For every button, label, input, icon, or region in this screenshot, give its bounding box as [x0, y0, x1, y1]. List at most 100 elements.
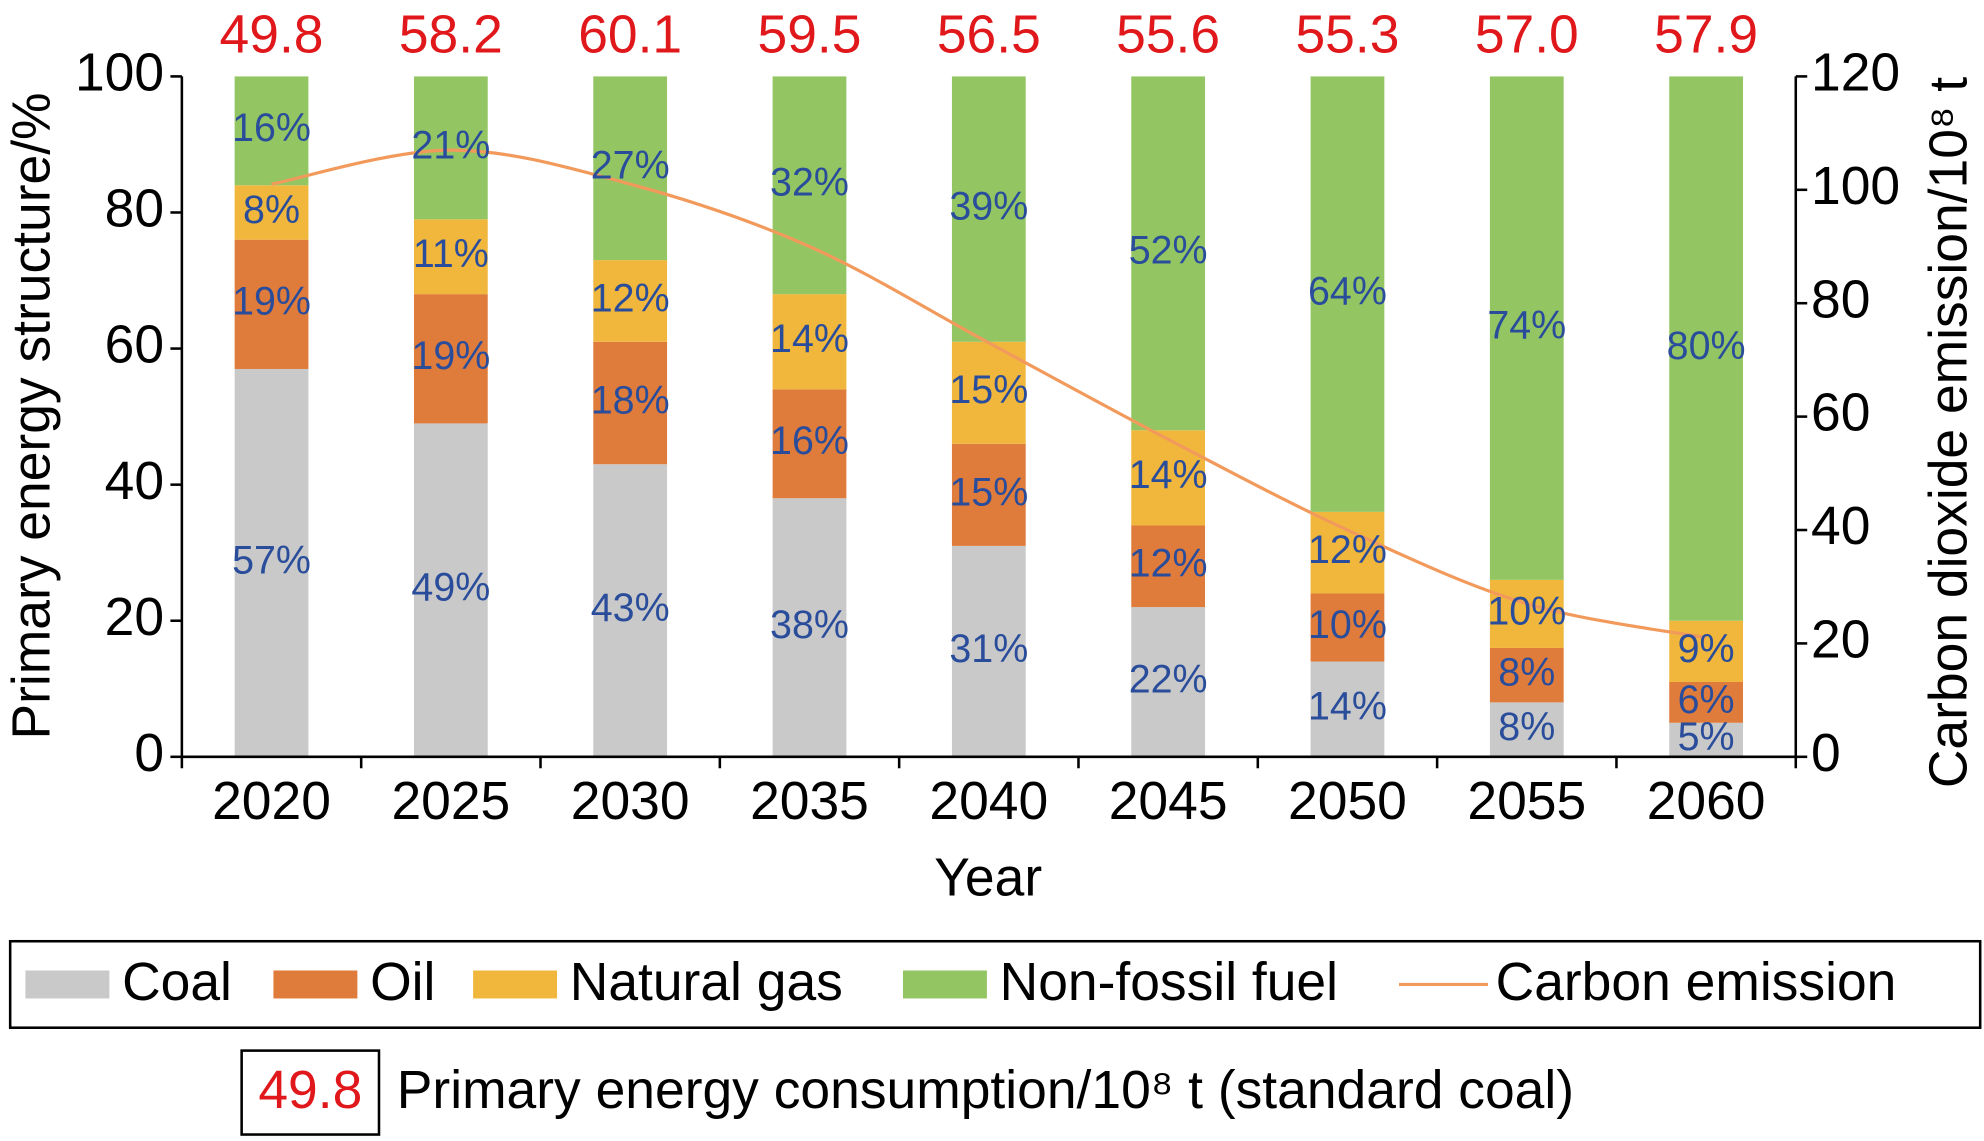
value-label: 11%: [413, 232, 489, 276]
value-label: 64%: [1308, 270, 1387, 314]
consumption-label: 59.5: [758, 5, 862, 64]
consumption-label: 55.3: [1295, 5, 1399, 64]
value-label: 12%: [1129, 542, 1208, 586]
value-label: 43%: [591, 586, 670, 630]
y-axis-title: Primary energy structure/%: [3, 92, 62, 739]
value-label: 15%: [949, 470, 1028, 514]
y2-tick-label: 120: [1811, 44, 1900, 103]
legend-swatch: [902, 970, 987, 999]
y2-tick-label: 0: [1811, 724, 1841, 783]
x-tick-label: 2025: [391, 772, 510, 831]
bar-segment: [1669, 681, 1743, 723]
value-label: 32%: [770, 161, 849, 205]
bar-segment: [1669, 76, 1743, 621]
value-label: 49%: [411, 566, 490, 610]
value-label: 10%: [1308, 603, 1387, 647]
y2-tick-label: 60: [1811, 384, 1870, 443]
value-label: 16%: [232, 106, 311, 150]
x-tick-label: 2030: [571, 772, 690, 831]
legend-swatch: [273, 970, 358, 999]
value-label: 14%: [1308, 685, 1387, 729]
value-label: 18%: [591, 378, 670, 422]
y2-tick-label: 40: [1811, 497, 1870, 556]
y-tick-label: 80: [105, 180, 164, 239]
y2-tick-label: 100: [1811, 157, 1900, 216]
value-label: 21%: [411, 123, 490, 167]
consumption-label: 56.5: [937, 5, 1041, 64]
legend-label: Non-fossil fuel: [1000, 953, 1338, 1012]
value-label: 12%: [1308, 528, 1387, 572]
value-label: 6%: [1678, 678, 1735, 722]
bar-segment: [772, 498, 847, 757]
bar-segment: [1489, 702, 1564, 757]
bar-segment: [234, 368, 309, 757]
consumption-label: 57.9: [1654, 5, 1758, 64]
y2-tick-label: 80: [1811, 270, 1870, 329]
y-tick-label: 0: [134, 724, 164, 783]
consumption-label: 60.1: [578, 5, 682, 64]
x-axis-title: Year: [934, 849, 1042, 908]
legend-swatch: [25, 970, 110, 999]
value-label: 31%: [949, 627, 1028, 671]
bar-segment: [1669, 620, 1743, 682]
x-tick-label: 2050: [1288, 772, 1407, 831]
value-label: 19%: [232, 280, 311, 324]
value-label: 8%: [243, 188, 300, 232]
x-tick-label: 2045: [1109, 772, 1228, 831]
value-label: 14%: [1129, 453, 1208, 497]
legend-swatch: [473, 970, 558, 999]
note-sample: 49.8: [258, 1061, 362, 1120]
value-label: 57%: [232, 538, 311, 582]
value-label: 9%: [1678, 627, 1735, 671]
y-tick-label: 40: [105, 452, 164, 511]
bar-segment: [772, 389, 847, 499]
y2-tick-label: 20: [1811, 611, 1870, 670]
bar-segment: [772, 294, 847, 390]
bar-segment: [413, 219, 488, 295]
legend-box: [8, 939, 1982, 1029]
bar-segment: [1489, 76, 1564, 580]
legend-label: Oil: [370, 953, 435, 1012]
value-label: 15%: [949, 368, 1028, 412]
x-tick-label: 2055: [1467, 772, 1586, 831]
bar-segment: [1489, 647, 1564, 703]
value-label: 16%: [770, 419, 849, 463]
value-label: 38%: [770, 603, 849, 647]
bar-segment: [593, 464, 668, 757]
bar-segment: [1310, 76, 1385, 512]
value-label: 10%: [1487, 589, 1566, 633]
value-label: 8%: [1498, 705, 1555, 749]
bar-segment: [1310, 661, 1385, 757]
bar-segment: [1310, 511, 1385, 594]
x-tick-label: 2020: [212, 772, 331, 831]
bar-segment: [951, 341, 1026, 444]
value-label: 14%: [770, 317, 849, 361]
value-label: 27%: [591, 144, 670, 188]
x-tick-label: 2040: [929, 772, 1048, 831]
bar-segment: [951, 443, 1026, 546]
value-label: 12%: [591, 276, 670, 320]
consumption-label: 58.2: [399, 5, 503, 64]
bar-segment: [1310, 593, 1385, 662]
bar-segment: [234, 239, 309, 369]
note-text: Primary energy consumption/10⁸ t (standa…: [397, 1061, 1574, 1120]
x-tick-label: 2060: [1647, 772, 1766, 831]
y-tick-label: 20: [105, 588, 164, 647]
value-label: 80%: [1667, 324, 1746, 368]
value-label: 39%: [949, 184, 1028, 228]
legend-label: Carbon emission: [1496, 953, 1897, 1012]
value-label: 52%: [1129, 229, 1208, 273]
bar-segment: [234, 76, 309, 186]
bar-segment: [1131, 430, 1206, 526]
bar-segment: [951, 545, 1026, 757]
bar-segment: [1489, 579, 1564, 648]
bar-segment: [1131, 607, 1206, 757]
bar-segment: [593, 260, 668, 342]
bar-segment: [951, 76, 1026, 342]
consumption-label: 49.8: [220, 5, 324, 64]
bar-segment: [1131, 76, 1206, 431]
emission-line: [271, 148, 1707, 640]
value-label: 5%: [1678, 715, 1735, 759]
bar-segment: [413, 423, 488, 757]
